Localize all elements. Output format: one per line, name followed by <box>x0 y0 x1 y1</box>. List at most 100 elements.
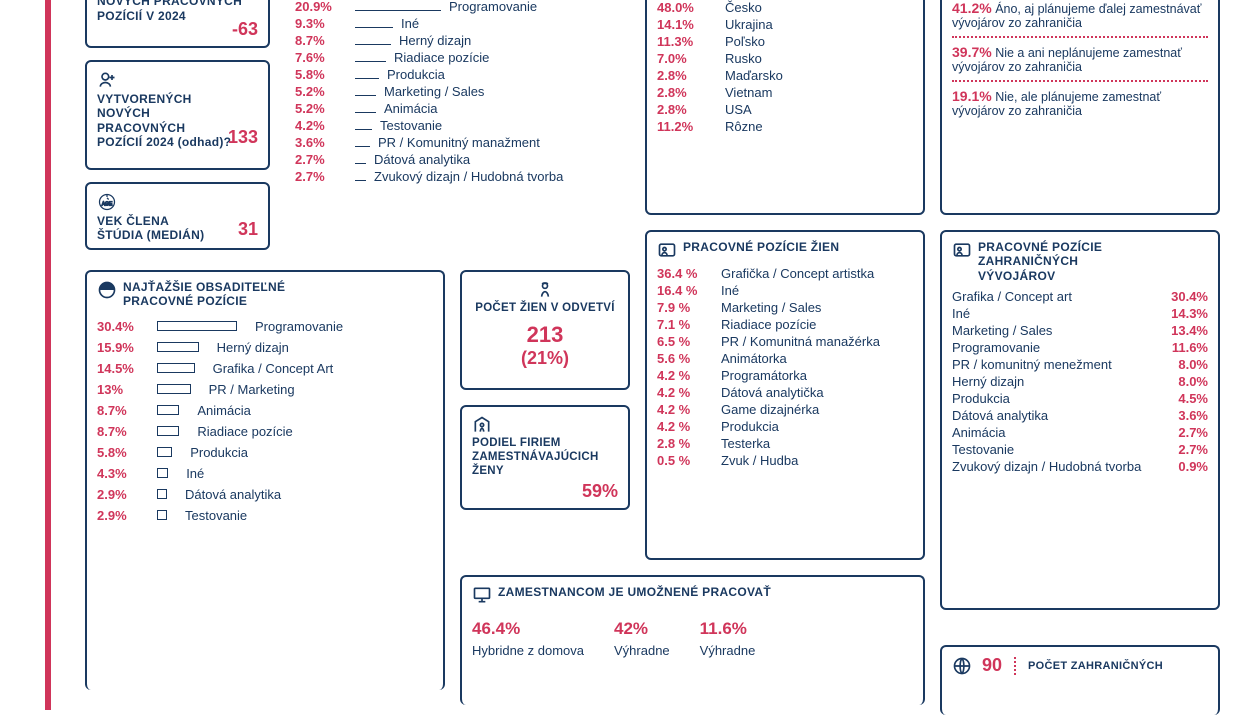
bar-line <box>355 146 370 147</box>
job-label: Zvuk / Hudba <box>721 453 913 468</box>
job-label: Herný dizajn <box>217 340 433 355</box>
hardest-fill-row: 14.5%Grafika / Concept Art <box>97 361 433 376</box>
foreign-count-label: POČET ZAHRANIČNÝCH <box>1028 660 1163 672</box>
percent-value: 2.7% <box>295 152 347 167</box>
bar-outline <box>157 384 191 394</box>
percent-value: 30.4% <box>1154 289 1208 304</box>
foreign-origin-row: 48.0%Česko <box>657 0 913 15</box>
job-share-row: 5.2%Animácia <box>295 101 625 116</box>
section-title-line: ŽENY <box>472 465 618 479</box>
foreign-plan-option: 41.2% Áno, aj plánujeme ďalej zamestnáva… <box>952 0 1208 30</box>
job-label: Dátová analytička <box>721 385 913 400</box>
foreign-origin-row: 2.8%Maďarsko <box>657 68 913 83</box>
job-label: Grafička / Concept artistka <box>721 266 913 281</box>
percent-value: 41.2% <box>952 0 992 16</box>
stat-title-line: ŠTÚDIA (MEDIÁN) <box>97 228 258 242</box>
job-label: Programátorka <box>721 368 913 383</box>
percent-value: 5.2% <box>295 84 347 99</box>
section-title-line: ZAHRANIČNÝCH <box>978 254 1102 268</box>
country-label: Česko <box>725 0 913 15</box>
percent-value: 30.4% <box>97 319 149 334</box>
job-label: Marketing / Sales <box>384 84 625 99</box>
job-label: Dátová analytika <box>952 408 1146 423</box>
bar-line <box>355 163 366 164</box>
country-label: Maďarsko <box>725 68 913 83</box>
vertical-accent-stripe <box>45 0 51 710</box>
section-title: POČET ŽIEN V ODVETVÍ <box>472 302 618 314</box>
percent-value: 6.5 % <box>657 334 713 349</box>
job-share-row: 8.7%Herný dizajn <box>295 33 625 48</box>
hardest-fill-row: 5.8% Produkcia <box>97 445 433 460</box>
women-job-row: 4.2 % Dátová analytička <box>657 385 913 400</box>
percent-value: 8.7% <box>97 424 149 439</box>
half-circle-icon <box>97 280 117 300</box>
job-label: Dátová analytika <box>185 487 433 502</box>
work-mode-label: Výhradne <box>700 643 756 658</box>
women-job-row: 4.2 %Game dizajnérka <box>657 402 913 417</box>
percent-value: 2.8% <box>657 85 717 100</box>
percent-value: 4.2 % <box>657 402 713 417</box>
percent-value: 8.0% <box>1154 374 1208 389</box>
job-share-row: 2.7%Zvukový dizajn / Hudobná tvorba <box>295 169 625 184</box>
work-mode-column: 42%Výhradne <box>614 619 670 658</box>
women-count-sub: (21%) <box>472 348 618 369</box>
percent-value: 11.3% <box>657 34 717 49</box>
percent-value: 13.4% <box>1154 323 1208 338</box>
percent-value: 8.0% <box>1154 357 1208 372</box>
percent-value: 13% <box>97 382 149 397</box>
stat-title-line: NOVÝCH <box>97 106 258 120</box>
women-job-row: 36.4 %Grafička / Concept artistka <box>657 266 913 281</box>
hardest-fill-row: 8.7%Animácia <box>97 403 433 418</box>
section-title-line: PRACOVNÉ POZÍCIE <box>978 240 1102 254</box>
percent-value: 16.4 % <box>657 283 713 298</box>
hardest-fill-row: 8.7%Riadiace pozície <box>97 424 433 439</box>
job-label: Produkcia <box>190 445 433 460</box>
percent-value: 11.6% <box>1154 340 1208 355</box>
job-label: Testovanie <box>952 442 1146 457</box>
women-count-box: POČET ŽIEN V ODVETVÍ 213 (21%) <box>460 270 630 390</box>
job-share-list: 24.1%Grafika / Concept art20.9%Programov… <box>295 0 625 186</box>
job-label: Zvukový dizajn / Hudobná tvorba <box>952 459 1146 474</box>
country-label: Poľsko <box>725 34 913 49</box>
foreign-job-row: Grafika / Concept art30.4% <box>952 289 1208 304</box>
job-label: Programovanie <box>255 319 433 334</box>
job-label: PR / Komunitná manažérka <box>721 334 913 349</box>
job-label: Testovanie <box>380 118 625 133</box>
bar-line <box>355 112 376 113</box>
section-title-line: PRACOVNÉ POZÍCIE <box>123 294 285 308</box>
job-label: Grafika / Concept Art <box>213 361 433 376</box>
bar-line <box>355 78 379 79</box>
women-share-box: PODIEL FIRIEM ZAMESTNÁVAJÚCICH ŽENY 59% <box>460 405 630 510</box>
job-label: Zvukový dizajn / Hudobná tvorba <box>374 169 625 184</box>
bar-outline <box>157 342 199 352</box>
percent-value: 0.5 % <box>657 453 713 468</box>
id-card-icon <box>657 240 677 260</box>
job-label: PR / Marketing <box>209 382 433 397</box>
foreign-job-row: Herný dizajn8.0% <box>952 374 1208 389</box>
percent-value: 3.6% <box>1154 408 1208 423</box>
job-label: PR / Komunitný manažment <box>378 135 625 150</box>
percent-value: 15.9% <box>97 340 149 355</box>
section-title-line: NAJŤAŽŠIE OBSADITEĽNÉ <box>123 280 285 294</box>
hardest-fill-row: 30.4% Programovanie <box>97 319 433 334</box>
section-title-line: VÝVOJÁROV <box>978 269 1102 283</box>
country-label: Rôzne <box>725 119 913 134</box>
percent-value: 5.8% <box>97 445 149 460</box>
job-share-row: 5.2% Marketing / Sales <box>295 84 625 99</box>
job-label: Testovanie <box>185 508 433 523</box>
women-job-row: 0.5 % Zvuk / Hudba <box>657 453 913 468</box>
bar-line <box>355 27 393 28</box>
percent-value: 39.7% <box>952 44 992 60</box>
job-share-row: 9.3%Iné <box>295 16 625 31</box>
percent-value: 5.6 % <box>657 351 713 366</box>
country-label: Rusko <box>725 51 913 66</box>
women-jobs-box: PRACOVNÉ POZÍCIE ŽIEN 36.4 %Grafička / C… <box>645 230 925 560</box>
percent-value: 2.8% <box>657 102 717 117</box>
stat-title-line: VEK ČLENA <box>97 214 258 228</box>
percent-value: 4.2 % <box>657 385 713 400</box>
stat-value: 31 <box>238 219 258 240</box>
foreign-origin-row: 7.0%Rusko <box>657 51 913 66</box>
bar-outline <box>157 510 167 520</box>
percent-value: 8.7% <box>97 403 149 418</box>
building-woman-icon <box>472 415 492 435</box>
